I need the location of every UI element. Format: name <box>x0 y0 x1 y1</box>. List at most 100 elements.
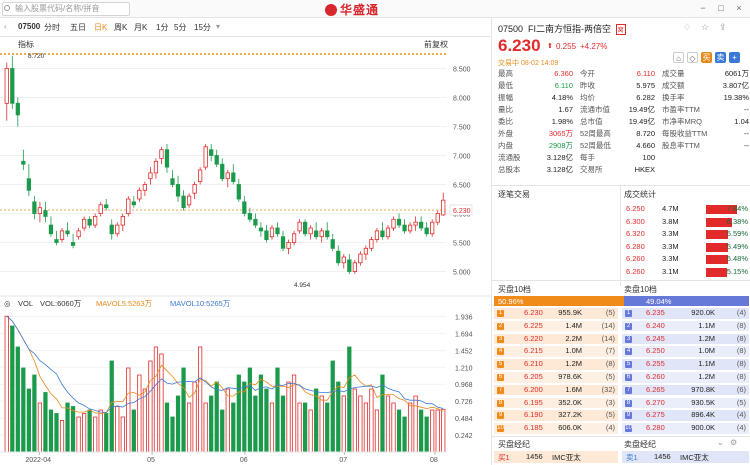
buy-broker-row[interactable]: 买1 1456 IMC亚太 <box>494 451 618 463</box>
quote-label: 流通股 <box>498 153 521 162</box>
candle <box>280 236 286 249</box>
quote-row: 量比 1.67 流通市值 19.49亿 市盈率TTM -- <box>492 104 750 116</box>
ask-row[interactable]: 5 6.255 1.1M (8) <box>622 359 749 370</box>
period-tab-5min[interactable]: 5分 <box>174 23 187 32</box>
bid-price: 6.210 <box>524 359 543 369</box>
volume-bar <box>48 409 54 453</box>
bid-row[interactable]: 2 6.225 1.4M (14) <box>494 320 618 332</box>
period-dropdown-icon[interactable]: ▾ <box>216 22 221 31</box>
volume-bar <box>380 374 385 453</box>
period-tab-monthly[interactable]: 月K <box>134 23 148 32</box>
settings-icon[interactable]: ⚙ <box>730 438 738 447</box>
quote-table: 最高 6.360 今开 6.110 成交量 6061万 最低 6.110 昨收 5.975 成交额 3… <box>492 68 750 176</box>
add-button[interactable]: + <box>729 52 740 63</box>
period-tab-5day[interactable]: 五日 <box>70 23 86 32</box>
volume-bar <box>385 395 391 453</box>
volume-bar <box>70 406 76 453</box>
share-icon[interactable]: ⇪ <box>719 22 727 32</box>
quote-label: 成交量 <box>662 69 685 78</box>
bid-row[interactable]: 7 6.200 1.6M (32) <box>494 384 618 396</box>
search-input[interactable]: 输入股票代码/名称/拼音 <box>2 2 130 16</box>
bid-row[interactable]: 6 6.205 978.6K (5) <box>494 372 618 383</box>
volume-bar <box>203 402 208 453</box>
tag-icon[interactable]: ◇ <box>687 52 698 63</box>
candle <box>203 146 208 168</box>
trade-stat-row: 6.260 3.1M 5.15% <box>622 267 750 278</box>
ask-row[interactable]: 4 6.250 1.0M (8) <box>622 346 749 357</box>
bid-level: 5 <box>497 361 504 369</box>
quote-label: 每手 <box>580 153 595 162</box>
expand-icon[interactable]: ⌄ <box>717 438 724 447</box>
candle <box>225 172 230 180</box>
low-annotation: 4.954 <box>294 282 311 289</box>
volume-bar <box>93 416 98 453</box>
period-tab-daily[interactable]: 日K <box>94 23 108 32</box>
tab-trade-stats[interactable]: 成交统计 <box>624 190 656 199</box>
volume-bar <box>175 395 181 453</box>
candle <box>115 224 120 235</box>
volume-bar <box>269 402 275 453</box>
bid-row[interactable]: 1 6.230 955.9K (5) <box>494 308 618 319</box>
indicator-button[interactable]: 指标 <box>18 40 34 49</box>
volume-bar <box>430 409 435 453</box>
ask-row[interactable]: 6 6.260 1.2M (8) <box>622 372 749 383</box>
ask-row[interactable]: 9 6.275 896.4K (4) <box>622 410 749 421</box>
adjust-dropdown[interactable]: 前复权 <box>424 40 448 49</box>
bid-row[interactable]: 9 6.190 327.2K (5) <box>494 410 618 421</box>
candle <box>325 230 330 238</box>
quote-label: 今开 <box>580 69 595 78</box>
buy-ratio-fill <box>494 296 624 306</box>
sell-broker-row[interactable]: 卖1 1456 IMC亚太 <box>622 451 749 463</box>
x-tick-label: 05 <box>147 457 155 464</box>
maximize-button[interactable]: □ <box>718 3 724 13</box>
ask-row[interactable]: 8 6.270 930.5K (5) <box>622 397 749 409</box>
candle <box>336 250 341 264</box>
volume-bar <box>308 409 313 453</box>
period-tab-1min[interactable]: 1分 <box>156 23 169 32</box>
bid-row[interactable]: 8 6.195 352.0K (3) <box>494 397 618 409</box>
stat-price: 6.260 <box>626 266 645 276</box>
volume-bar <box>258 374 264 453</box>
vol-eye-icon[interactable]: ◎ <box>4 299 11 308</box>
buy-broker-tag: 买1 <box>498 453 510 462</box>
bid-row[interactable]: 10 6.185 606.0K (4) <box>494 423 618 434</box>
back-arrow-icon[interactable]: ‹ <box>4 22 7 31</box>
volume-bar <box>319 395 324 453</box>
sell-ratio-fill <box>623 296 749 306</box>
bid-row[interactable]: 4 6.215 1.0M (7) <box>494 346 618 357</box>
bid-level: 8 <box>497 399 504 407</box>
ask-row[interactable]: 3 6.245 1.2M (8) <box>622 333 749 345</box>
ask-row[interactable]: 7 6.265 970.8K (6) <box>622 384 749 396</box>
alert-bell-icon[interactable]: ♢ <box>683 22 692 32</box>
ask-row[interactable]: 10 6.280 900.0K (4) <box>622 423 749 434</box>
volume-tick-label: 0.484 <box>455 416 473 423</box>
candle <box>308 227 313 235</box>
quote-label: 市盈率TTM <box>662 105 700 114</box>
x-tick-label: 2022-04 <box>25 457 51 464</box>
quote-label: 交易所 <box>580 165 603 174</box>
quote-value: 3.807亿 <box>722 81 749 90</box>
period-tab-weekly[interactable]: 周K <box>114 23 128 32</box>
volume-bar <box>15 346 20 453</box>
bid-count: (14) <box>601 333 615 343</box>
bid-price: 6.185 <box>524 423 543 433</box>
tab-trades[interactable]: 逐笔交易 <box>498 190 530 199</box>
sell-button[interactable]: 卖 <box>715 52 726 63</box>
quote-value: 1.04 <box>734 117 749 126</box>
sell-book-title: 卖盘10档 <box>624 285 657 294</box>
stat-price: 6.260 <box>626 254 645 263</box>
minimize-button[interactable]: − <box>700 3 706 13</box>
favorite-icon[interactable]: ☆ <box>701 22 710 32</box>
ask-row[interactable]: 2 6.240 1.1M (8) <box>622 320 749 332</box>
candle <box>32 201 37 214</box>
lock-icon[interactable]: ⌂ <box>673 52 684 63</box>
volume-bar <box>54 413 59 453</box>
period-tab-minute[interactable]: 分时 <box>44 23 60 32</box>
period-tab-15min[interactable]: 15分 <box>194 23 211 32</box>
buy-button[interactable]: 买 <box>701 52 712 63</box>
close-button[interactable]: × <box>736 3 742 13</box>
candle <box>341 256 346 264</box>
bid-row[interactable]: 5 6.210 1.2M (8) <box>494 359 618 370</box>
ask-row[interactable]: 1 6.235 920.0K (4) <box>622 308 749 319</box>
bid-row[interactable]: 3 6.220 2.2M (14) <box>494 333 618 345</box>
